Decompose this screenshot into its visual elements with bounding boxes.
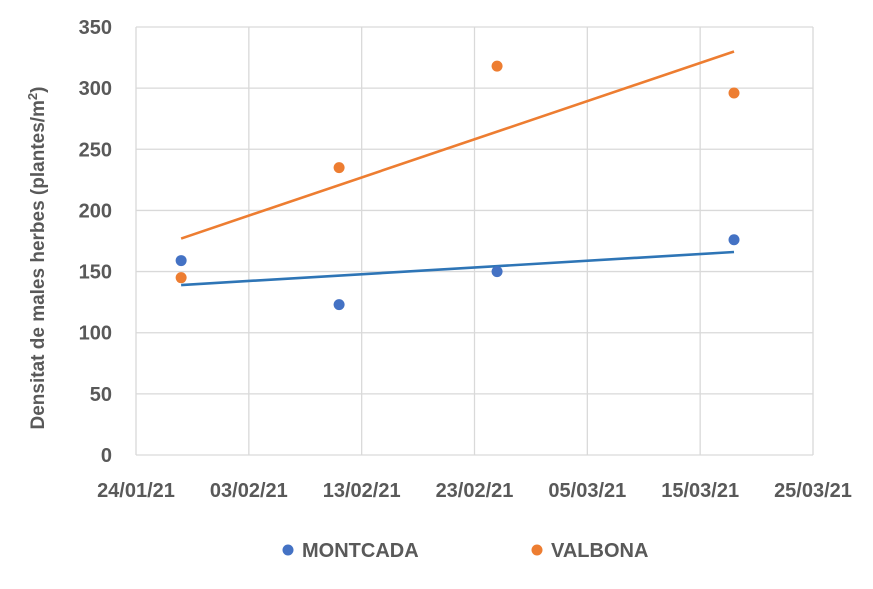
point-valbona: [175, 272, 187, 284]
y-tick-label: 300: [79, 78, 112, 100]
x-tick-label: 23/02/21: [436, 480, 514, 502]
trendlines: [180, 50, 735, 287]
data-points: [175, 60, 740, 311]
y-tick-label: 0: [101, 445, 112, 467]
legend-marker-montcada: [282, 544, 294, 556]
x-tick-label: 13/02/21: [323, 480, 401, 502]
x-tick-label: 24/01/21: [97, 480, 175, 502]
y-axis-label: Densitat de males herbes (plantes/m2): [25, 86, 50, 429]
trendline-montcada: [181, 250, 735, 287]
point-montcada: [491, 266, 503, 278]
y-tick-label: 200: [79, 200, 112, 222]
y-tick-label: 50: [90, 384, 112, 406]
point-montcada: [728, 234, 740, 246]
legend: MONTCADA VALBONA: [282, 540, 648, 562]
legend-marker-valbona: [531, 544, 543, 556]
y-tick-label: 250: [79, 139, 112, 161]
trendline-valbona: [180, 50, 735, 240]
x-tick-label: 15/03/21: [661, 480, 739, 502]
y-tick-label: 350: [79, 17, 112, 39]
point-montcada: [175, 255, 187, 267]
x-tick-label: 03/02/21: [210, 480, 288, 502]
point-valbona: [491, 60, 503, 72]
y-tick-label: 150: [79, 262, 112, 284]
grid-lines: [135, 26, 814, 456]
point-valbona: [728, 87, 740, 99]
y-tick-label: 100: [79, 323, 112, 345]
x-tick-label: 05/03/21: [548, 480, 626, 502]
y-axis-ticks: 0 50 100 150 200 250 300 350: [79, 17, 112, 467]
x-tick-label: 25/03/21: [774, 480, 852, 502]
legend-label-montcada: MONTCADA: [302, 540, 419, 562]
x-axis-ticks: 24/01/21 03/02/21 13/02/21 23/02/21 05/03/21…: [97, 480, 852, 502]
point-montcada: [333, 299, 345, 311]
legend-label-valbona: VALBONA: [551, 540, 648, 562]
point-valbona: [333, 162, 345, 174]
